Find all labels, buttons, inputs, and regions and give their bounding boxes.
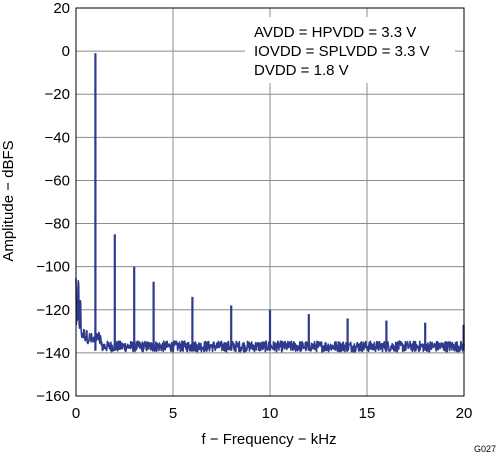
y-tick-label: −140 xyxy=(36,345,70,362)
y-tick-label: −100 xyxy=(36,259,70,276)
y-tick-label: −40 xyxy=(45,129,70,146)
y-tick-label: −80 xyxy=(45,216,70,233)
figure-id: G027 xyxy=(474,444,496,454)
annotation-line-2: IOVDD = SPLVDD = 3.3 V xyxy=(254,43,430,60)
x-tick-label: 20 xyxy=(456,405,473,422)
y-axis-title: Amplitude − dBFS xyxy=(0,140,17,261)
plot-frame xyxy=(75,7,465,397)
annotation-box: AVDD = HPVDD = 3.3 V IOVDD = SPLVDD = 3.… xyxy=(245,17,455,83)
y-tick-label: −60 xyxy=(45,172,70,189)
x-tick-label: 15 xyxy=(359,405,376,422)
x-tick-label: 0 xyxy=(72,405,80,422)
annotation-line-1: AVDD = HPVDD = 3.3 V xyxy=(254,24,416,41)
annotation-line-3: DVDD = 1.8 V xyxy=(254,62,349,79)
x-tick-label: 5 xyxy=(169,405,177,422)
x-tick-label: 10 xyxy=(262,405,279,422)
y-tick-label: −120 xyxy=(36,302,70,319)
tick-labels: 0 5 10 15 20 20 0 −20 −40 −60 −80 −100 −120 −140 −160 xyxy=(36,0,472,422)
y-tick-label: −20 xyxy=(45,86,70,103)
y-tick-label: 0 xyxy=(62,43,70,60)
spectrum-trace xyxy=(75,53,465,353)
y-tick-label: −160 xyxy=(36,388,70,405)
x-axis-title: f − Frequency − kHz xyxy=(201,431,336,448)
y-tick-label: 20 xyxy=(53,0,70,17)
